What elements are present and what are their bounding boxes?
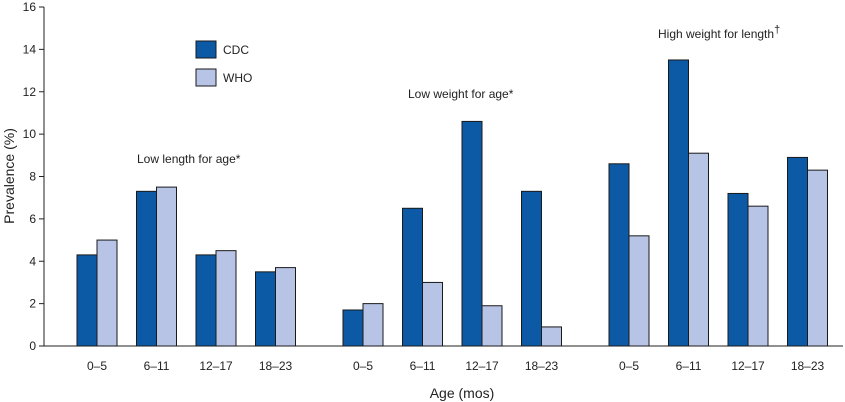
bar-who [156, 186, 177, 347]
bar-cdc [195, 254, 217, 347]
bar-cdc [136, 190, 157, 347]
group-label: High weight for length† [658, 24, 780, 41]
bar-who [481, 305, 503, 347]
bar-who [422, 281, 443, 347]
bar-who [362, 303, 384, 347]
bar-who [688, 152, 709, 347]
y-axis-title: Prevalence (%) [1, 128, 17, 224]
bar-who [215, 250, 237, 347]
y-tick-label: 6 [29, 212, 36, 226]
x-tick-label: 12–17 [465, 359, 499, 373]
y-tick-label: 10 [23, 127, 37, 141]
bar-who [275, 267, 296, 347]
legend-swatch-cdc [195, 40, 217, 59]
group-label-mark: † [774, 24, 780, 36]
axes: 0 2 4 6 8 10 12 14 16 0–5 6–11 12–17 18–23 0–5 6–11 12–… [23, 0, 843, 373]
y-tick-label: 0 [29, 339, 36, 353]
legend-label-cdc: CDC [223, 43, 249, 57]
x-tick-label: 0–5 [87, 359, 107, 373]
x-tick-label: 12–17 [731, 359, 765, 373]
bar-cdc [521, 190, 542, 347]
bars-layer [76, 59, 828, 347]
x-tick-label: 6–11 [144, 359, 170, 373]
bar-cdc [727, 192, 749, 347]
bar-cdc [787, 156, 808, 347]
y-tick-label: 8 [29, 170, 36, 184]
bar-cdc [668, 59, 689, 347]
bar-who [628, 235, 650, 347]
bar-who [807, 169, 828, 347]
x-tick-label: 6–11 [676, 359, 702, 373]
legend-label-who: WHO [223, 71, 252, 85]
bar-who [747, 205, 769, 347]
bar-cdc [461, 120, 483, 347]
bar-cdc [608, 163, 630, 347]
x-tick-label: 0–5 [353, 359, 373, 373]
y-tick-label: 12 [23, 85, 37, 99]
y-tick-label: 4 [29, 254, 36, 268]
x-tick-label: 18–23 [259, 359, 293, 373]
x-tick-label: 6–11 [410, 359, 436, 373]
y-tick-label: 16 [23, 0, 37, 14]
labels-layer: Low length for age* Low weight for age* Hi… [137, 24, 780, 166]
x-tick-label: 0–5 [619, 359, 639, 373]
bar-cdc [76, 254, 98, 347]
bar-cdc [402, 207, 423, 347]
legend-swatch-who [195, 68, 217, 87]
group-label: Low weight for age* [408, 87, 514, 101]
y-tick-label: 14 [23, 42, 37, 56]
bar-cdc [342, 309, 364, 347]
bar-who [541, 326, 562, 347]
x-tick-label: 18–23 [791, 359, 825, 373]
x-axis-title: Age (mos) [430, 385, 495, 401]
y-tick-label: 2 [29, 297, 36, 311]
x-tick-label: 18–23 [525, 359, 559, 373]
x-tick-label: 12–17 [199, 359, 233, 373]
group-label: Low length for age* [137, 152, 241, 166]
bar-who [96, 239, 118, 347]
bar-cdc [255, 271, 276, 347]
